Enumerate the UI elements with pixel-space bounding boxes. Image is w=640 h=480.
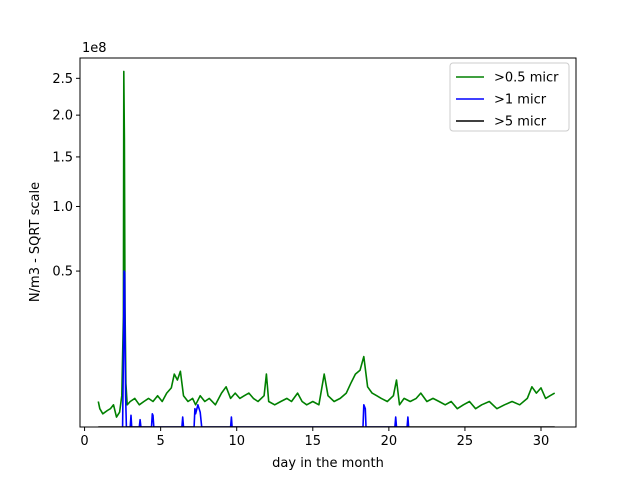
legend-label-1: >0.5 micr <box>494 71 559 86</box>
y-axis-label: N/m3 - SQRT scale <box>28 182 43 302</box>
y-axis: 0.5 1.0 1.5 2.0 2.5 <box>52 72 80 280</box>
y-tick-label: 0.5 <box>52 265 73 280</box>
x-tick-label: 25 <box>457 434 474 449</box>
x-tick-label: 5 <box>156 434 164 449</box>
y-offset-label: 1e8 <box>82 41 107 56</box>
x-axis: 0 5 10 15 20 25 30 <box>80 427 549 449</box>
x-tick-label: 10 <box>228 434 245 449</box>
x-tick-label: 30 <box>533 434 550 449</box>
y-tick-label: 1.5 <box>52 150 73 165</box>
y-tick-label: 2.0 <box>52 109 73 124</box>
x-tick-label: 20 <box>381 434 398 449</box>
x-axis-label: day in the month <box>272 456 384 471</box>
legend: >0.5 micr >1 micr >5 micr <box>449 62 570 132</box>
series-line-1 <box>97 70 556 418</box>
series-line-2 <box>121 270 410 427</box>
y-tick-label: 1.0 <box>52 200 73 215</box>
x-tick-label: 15 <box>305 434 322 449</box>
legend-label-2: >1 micr <box>494 93 547 108</box>
legend-box <box>449 62 570 132</box>
y-tick-label: 2.5 <box>52 72 73 87</box>
x-tick-label: 0 <box>80 434 88 449</box>
legend-label-3: >5 micr <box>494 115 547 130</box>
series-layer <box>97 70 556 427</box>
plot-frame <box>79 57 577 428</box>
